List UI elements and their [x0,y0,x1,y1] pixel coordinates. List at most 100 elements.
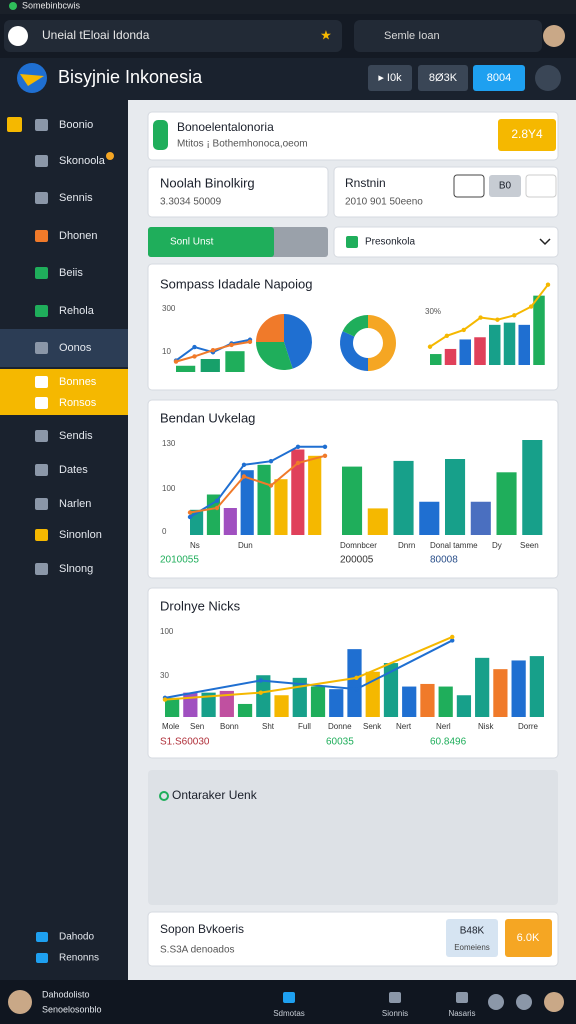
pie-slice [284,314,312,369]
tab-bar [0,0,576,14]
axis-label: 130 [162,439,176,448]
sidebar-item[interactable]: Bonnes [59,376,97,388]
sidebar-bottom-item[interactable]: Dahodo [59,932,94,943]
bar [165,697,180,717]
bar [522,440,543,535]
select-icon [346,236,358,248]
nav-icon[interactable] [488,994,504,1010]
category-label: Seen [520,541,539,550]
label: 2010 901 50eeno [345,197,423,208]
chevron [539,238,551,246]
header-button-label[interactable]: 8Ø3K [429,72,458,84]
total-label: S1.S60030 [160,737,210,748]
bar [430,354,442,365]
sidebar-item[interactable]: Ronsos [59,397,97,409]
search-field [354,20,542,52]
select-label[interactable]: Presonkola [365,237,415,248]
bar [493,669,508,717]
pie-slice [255,342,293,370]
settings-button[interactable] [535,65,561,91]
nav-icon[interactable] [516,994,532,1010]
banner-badge [498,119,556,151]
label[interactable]: 6.0K [517,932,540,944]
nav-label[interactable]: Sdmotas [273,1009,305,1018]
sidebar-icon [35,529,48,541]
line [429,284,549,348]
bar [310,686,326,717]
sidebar-item[interactable]: Beiis [59,267,83,279]
sidebar-icon [35,563,48,575]
bar [225,351,245,372]
bar [503,322,516,365]
axis-label: 300 [162,304,176,313]
sidebar-item[interactable]: Oonos [59,342,92,354]
bar [459,339,472,365]
bar [183,692,198,717]
card-button-label[interactable]: B0 [499,181,512,192]
header-button-label[interactable]: ▸ I0k [378,72,402,84]
bar [529,656,544,717]
search-text[interactable]: Semle Ioan [384,30,440,42]
address-text[interactable]: Uneial tEloai Idonda [42,28,150,42]
bar [518,324,531,365]
sidebar-icon [35,397,48,409]
sidebar-item[interactable]: Dates [59,464,88,476]
bar [240,470,254,535]
header-button-label[interactable]: 8004 [487,72,511,84]
category-label: Sen [190,722,204,731]
menu-button[interactable] [8,26,28,46]
notify-dot [106,152,114,160]
sidebar-item[interactable]: Sinonlon [59,529,102,541]
bar [342,466,363,535]
sidebar-icon [35,376,48,388]
nav-label[interactable]: Sionnis [382,1009,408,1018]
chart-title: Bendan Uvkelag [160,410,255,425]
sidebar-item[interactable]: Sendis [59,430,93,442]
label: Sopon Bvkoeris [160,922,244,936]
sidebar-item[interactable]: Slnong [59,563,93,575]
nav-icon [456,992,468,1003]
sidebar-item[interactable]: Skonoola [59,155,106,167]
axis-label: 10 [162,347,171,356]
category-label: Donne [328,722,352,731]
category-label: Bonn [220,722,239,731]
sidebar-icon [36,932,48,942]
sidebar-item[interactable]: Sennis [59,192,93,204]
header-button [368,65,412,91]
bar [419,501,440,535]
sidebar-highlight [0,369,128,415]
pie-slice [256,314,284,342]
sidebar-item[interactable]: Narlen [59,498,91,510]
sidebar-badge [7,117,22,132]
nav-label[interactable]: Nasaris [448,1009,475,1018]
category-label: Senk [363,722,382,731]
total-label: 60035 [326,737,354,748]
sidebar-icon [35,342,48,354]
empty-panel [148,770,558,905]
sidebar-item[interactable]: Boonio [59,119,93,131]
icon-button [525,174,557,198]
sidebar-icon [35,464,48,476]
sidebar-icon [35,305,48,317]
total-label: 200005 [340,555,374,566]
category-label: Nisk [478,722,495,731]
bar [291,449,305,535]
tab-title[interactable]: Somebinbcwis [22,0,81,10]
sidebar-icon [35,430,48,442]
sidebar-item[interactable]: Dhonen [59,230,98,242]
sidebar-bottom-item[interactable]: Renonns [59,953,99,964]
sidebar-item[interactable]: Rehola [59,305,95,317]
sidebar-icon [35,155,48,167]
sidebar-active [0,329,128,367]
total-label: 2010055 [160,555,199,566]
axis-label: 0 [162,527,167,536]
bar [367,508,388,535]
line [189,454,326,514]
bar [274,695,289,717]
bar [257,464,271,535]
category-label: Dorre [518,722,539,731]
bar [201,692,216,717]
line [175,340,251,363]
panel-title: Ontaraker Uenk [172,788,258,802]
banner-subtitle: Mtitos ¡ Bothemhonoca,oeom [177,139,308,150]
